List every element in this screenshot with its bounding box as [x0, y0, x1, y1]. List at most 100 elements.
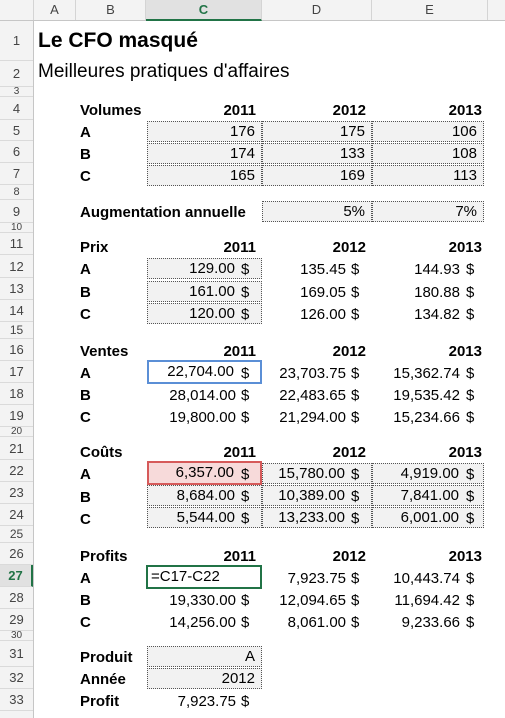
column-header-c[interactable]: C	[146, 0, 262, 21]
row-header-28[interactable]: 28	[0, 587, 33, 609]
row-header-30[interactable]: 30	[0, 631, 33, 641]
profits-c-2012[interactable]: 8,061.00	[287, 614, 346, 631]
row-header-6[interactable]: 6	[0, 141, 33, 163]
volumes-row-c-label[interactable]: C	[80, 168, 91, 185]
profits-a-2012[interactable]: 7,923.75	[287, 570, 346, 587]
volumes-b-2013[interactable]: 108	[372, 143, 484, 164]
row-header-5[interactable]: 5	[0, 120, 33, 141]
volumes-year-2011[interactable]: 2011	[223, 102, 256, 119]
row-header-12[interactable]: 12	[0, 255, 33, 278]
annee-label[interactable]: Année	[80, 671, 126, 688]
row-header-8[interactable]: 8	[0, 185, 33, 200]
row-header-7[interactable]: 7	[0, 163, 33, 185]
couts-year-2012[interactable]: 2012	[332, 444, 366, 461]
couts-label[interactable]: Coûts	[80, 444, 123, 461]
volumes-row-b-label[interactable]: B	[80, 146, 91, 163]
row-header-10[interactable]: 10	[0, 223, 33, 233]
prix-c-2012[interactable]: 126.00	[300, 306, 346, 323]
profits-b-2011[interactable]: 19,330.00	[169, 592, 236, 609]
row-header-20[interactable]: 20	[0, 427, 33, 437]
couts-year-2011[interactable]: 2011	[223, 444, 256, 461]
row-header-19[interactable]: 19	[0, 405, 33, 427]
column-header-b[interactable]: B	[76, 0, 146, 20]
prix-c-2011[interactable]: 120.00	[147, 303, 262, 324]
row-header-13[interactable]: 13	[0, 278, 33, 300]
row-header-3[interactable]: 3	[0, 87, 33, 97]
row-header-15[interactable]: 15	[0, 322, 33, 339]
profits-year-2013[interactable]: 2013	[448, 548, 482, 565]
row-header-23[interactable]: 23	[0, 482, 33, 504]
ventes-row-b-label[interactable]: B	[80, 387, 91, 404]
volumes-b-2011[interactable]: 174	[147, 143, 262, 164]
ventes-a-2013[interactable]: 15,362.74	[393, 365, 460, 382]
ventes-c-2013[interactable]: 15,234.66	[393, 409, 460, 426]
volumes-c-2011[interactable]: 165	[147, 165, 262, 186]
profits-a-2013[interactable]: 10,443.74	[393, 570, 460, 587]
row-header-22[interactable]: 22	[0, 460, 33, 482]
volumes-b-2012[interactable]: 133	[262, 143, 372, 164]
ventes-row-c-label[interactable]: C	[80, 409, 91, 426]
augmentation-label[interactable]: Augmentation annuelle	[80, 204, 246, 221]
row-header-2[interactable]: 2	[0, 61, 33, 87]
ventes-b-2012[interactable]: 22,483.65	[279, 387, 346, 404]
couts-b-2011[interactable]: 8,684.00	[147, 485, 262, 506]
volumes-year-2012[interactable]: 2012	[332, 102, 366, 119]
prix-b-2013[interactable]: 180.88	[414, 284, 460, 301]
profits-b-2013[interactable]: 11,694.42	[394, 592, 460, 609]
couts-row-c-label[interactable]: C	[80, 511, 91, 528]
couts-a-2011[interactable]: 6,357.00	[147, 461, 262, 485]
ventes-b-2011[interactable]: 28,014.00	[169, 387, 236, 404]
profits-year-2011[interactable]: 2011	[223, 548, 256, 565]
volumes-label[interactable]: Volumes	[80, 102, 142, 119]
profits-b-2012[interactable]: 12,094.65	[279, 592, 346, 609]
row-header-21[interactable]: 21	[0, 437, 33, 460]
profits-c-2013[interactable]: 9,233.66	[401, 614, 460, 631]
ventes-c-2012[interactable]: 21,294.00	[279, 409, 346, 426]
prix-label[interactable]: Prix	[80, 239, 109, 256]
row-header-26[interactable]: 26	[0, 543, 33, 565]
couts-a-2013[interactable]: 4,919.00	[372, 463, 484, 484]
couts-row-b-label[interactable]: B	[80, 489, 91, 506]
profits-c-2011[interactable]: 14,256.00	[169, 614, 236, 631]
augmentation-2012[interactable]: 5%	[262, 201, 372, 222]
volumes-row-a-label[interactable]: A	[80, 124, 91, 141]
volumes-c-2013[interactable]: 113	[372, 165, 484, 186]
couts-b-2013[interactable]: 7,841.00	[372, 485, 484, 506]
row-header-31[interactable]: 31	[0, 641, 33, 667]
column-header-e[interactable]: E	[372, 0, 488, 20]
prix-row-c-label[interactable]: C	[80, 306, 91, 323]
row-header-14[interactable]: 14	[0, 300, 33, 322]
row-header-9[interactable]: 9	[0, 200, 33, 223]
profits-row-b-label[interactable]: B	[80, 592, 91, 609]
ventes-a-2011[interactable]: 22,704.00	[147, 360, 262, 384]
select-all-corner[interactable]	[0, 0, 34, 20]
row-header-16[interactable]: 16	[0, 339, 33, 361]
profits-row-a-label[interactable]: A	[80, 570, 91, 587]
profit-label[interactable]: Profit	[80, 693, 120, 710]
prix-a-2012[interactable]: 135.45	[300, 261, 346, 278]
volumes-a-2013[interactable]: 106	[372, 121, 484, 142]
row-header-17[interactable]: 17	[0, 361, 33, 383]
volumes-a-2011[interactable]: 176	[147, 121, 262, 142]
couts-row-a-label[interactable]: A	[80, 466, 91, 483]
prix-year-2012[interactable]: 2012	[332, 239, 366, 256]
row-header-32[interactable]: 32	[0, 667, 33, 689]
prix-row-a-label[interactable]: A	[80, 261, 91, 278]
column-header-d[interactable]: D	[262, 0, 372, 20]
row-header-27[interactable]: 27	[0, 565, 33, 587]
column-header-a[interactable]: A	[34, 0, 76, 20]
couts-c-2011[interactable]: 5,544.00	[147, 507, 262, 528]
volumes-a-2012[interactable]: 175	[262, 121, 372, 142]
ventes-label[interactable]: Ventes	[80, 343, 129, 360]
volumes-year-2013[interactable]: 2013	[448, 102, 482, 119]
couts-c-2012[interactable]: 13,233.00	[262, 507, 372, 528]
row-header-11[interactable]: 11	[0, 233, 33, 255]
volumes-c-2012[interactable]: 169	[262, 165, 372, 186]
ventes-row-a-label[interactable]: A	[80, 365, 91, 382]
ventes-year-2012[interactable]: 2012	[332, 343, 366, 360]
produit-label[interactable]: Produit	[80, 649, 133, 666]
prix-a-2011[interactable]: 129.00	[147, 258, 262, 279]
ventes-year-2013[interactable]: 2013	[448, 343, 482, 360]
profits-row-c-label[interactable]: C	[80, 614, 91, 631]
prix-year-2013[interactable]: 2013	[448, 239, 482, 256]
